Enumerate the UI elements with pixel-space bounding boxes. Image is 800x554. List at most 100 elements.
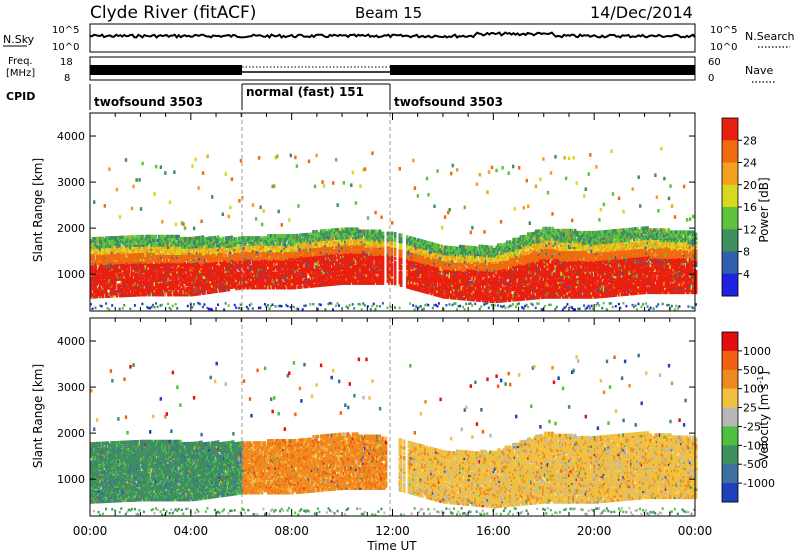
power-echo-cell-2200 [218,249,221,254]
power-echo-cell-2506 [239,275,243,280]
power-echo-cell-312 [108,281,111,286]
power-echo-cell-139 [97,253,100,257]
power-echo-cell-1865 [198,283,202,287]
power-echo-cell-950 [144,236,147,241]
power-echo-cell-1182 [158,241,161,245]
power-echo-cell-511 [118,215,122,219]
power-echo-cell-672 [129,260,132,264]
power-echo-cell-2266 [223,246,226,251]
power-echo-cell-589 [124,291,128,296]
power-echo-cell-905 [142,280,146,284]
power-echo-cell-602 [124,260,128,264]
power-echo-cell-1109 [153,305,156,309]
power-echo-cell-2109 [212,238,215,242]
power-echo-cell-1958 [203,253,206,258]
power-echo-cell-2076 [211,256,214,261]
power-echo-cell-1844 [197,271,200,275]
power-echo-cell-2685 [251,279,255,284]
power-echo-cell-4924 [400,270,403,275]
power-echo-cell-2656 [248,244,252,249]
power-echo-cell-522 [120,270,123,275]
power-echo-cell-2031 [208,246,211,251]
power-echo-cell-1188 [159,288,162,293]
power-echo-cell-1314 [165,245,168,249]
power-echo-cell-2195 [218,260,221,264]
power-echo-cell-1897 [200,268,203,273]
power-echo-cell-2188 [218,274,221,279]
power-echo-cell-1483 [176,280,179,284]
power-echo-cell-1211 [159,165,162,169]
power-echo-cell-2695 [251,259,255,263]
power-echo-cell-2325 [227,279,230,284]
power-echo-cell-702 [130,253,134,258]
power-echo-cell-4491 [363,304,366,307]
power-echo-cell-2098 [212,267,215,271]
power-echo-cell-2482 [238,276,241,280]
power-echo-cell-2024 [208,263,211,268]
power-echo-cell-1103 [153,243,156,247]
power-echo-cell-245 [103,251,106,255]
power-echo-cell-1612 [183,267,187,272]
power-echo-cell-1937 [201,239,205,244]
frequency-band-3 [390,65,695,75]
power-echo-cell-243 [103,255,106,259]
power-echo-cell-1328 [167,272,170,276]
power-echo-cell-1516 [177,257,181,262]
power-echo-cell-1835 [197,291,200,296]
power-echo-cell-835 [138,255,141,260]
power-echo-cell-685 [130,289,134,293]
power-echo-cell-2373 [230,283,234,287]
power-echo-cell-2363 [229,252,232,256]
power-echo-cell-1272 [164,280,167,284]
power-echo-cell-1794 [194,267,197,272]
power-echo-cell-2828 [260,279,264,284]
power-echo-cell-2331 [227,267,230,271]
power-echo-cell-2068 [211,277,214,282]
power-echo-cell-2761 [256,273,259,278]
power-echo-cell-1421 [171,241,175,245]
power-echo-cell-2009 [206,243,209,247]
power-echo-cell-2030 [208,249,211,253]
power-echo-cell-1095 [153,265,156,270]
power-echo-cell-1870 [198,273,202,277]
power-echo-cell-173 [99,304,102,307]
power-echo-cell-2517 [239,250,243,255]
power-echo-cell-124 [97,290,100,295]
power-echo-cell-2237 [221,263,224,268]
power-echo-cell-776 [135,264,138,268]
power-echo-cell-1649 [185,241,188,245]
power-echo-cell-886 [141,263,144,268]
power-echo-cell-1 [90,293,93,297]
power-echo-cell-1321 [167,290,170,295]
power-echo-cell-2078 [211,252,214,257]
power-echo-cell-179 [100,280,103,284]
power-echo-cell-2256 [223,273,226,278]
power-echo-cell-1986 [204,237,208,241]
power-echo-cell-1997 [206,269,209,274]
power-echo-cell-1014 [149,270,152,274]
power-echo-cell-2760 [256,275,259,280]
power-echo-cell-1538 [179,265,182,270]
power-echo-cell-1837 [197,285,200,290]
power-echo-cell-368 [111,273,114,277]
power-echo-cell-2358 [229,262,232,267]
power-echo-cell-1632 [185,280,188,284]
power-echo-cell-790 [135,235,138,239]
power-echo-cell-2826 [260,283,264,288]
power-echo-cell-1726 [189,238,193,243]
power-echo-cell-2134 [215,289,218,293]
power-echo-cell-2090 [212,285,215,290]
power-echo-cell-228 [103,288,106,292]
power-echo-cell-64 [93,263,96,268]
power-echo-cell-809 [136,253,140,258]
power-echo-cell-2338 [227,252,230,257]
power-echo-cell-1942 [203,291,206,295]
power-echo-cell-229 [103,286,106,290]
power-echo-cell-142 [97,247,100,251]
power-echo-cell-1337 [167,249,170,253]
power-echo-cell-2034 [208,238,211,243]
power-echo-cell-707 [130,243,134,248]
power-echo-cell-1733 [191,284,194,289]
power-echo-cell-2147 [215,260,218,264]
power-echo-cell-503 [118,254,122,258]
